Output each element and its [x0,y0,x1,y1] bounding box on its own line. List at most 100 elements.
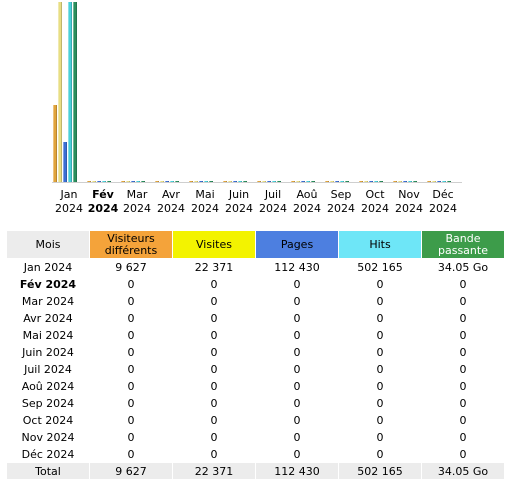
cell-pages: 0 [293,294,301,308]
table-row: Mai 2024 0 0 0 0 0 [7,327,504,343]
month-label: Jan 2024 [52,188,86,216]
bar-pages [267,181,271,182]
cell-bandwidth: 0 [459,430,467,444]
bar-visitors [121,181,125,182]
bar-bandwidth [141,181,145,182]
cell-bandwidth: 0 [459,277,467,291]
bar-bandwidth [379,181,383,182]
month-label-name: Nov [398,188,420,201]
month-label: Juil 2024 [256,188,290,216]
cell-hits: 0 [376,328,384,342]
table-row: Juil 2024 0 0 0 0 0 [7,361,504,377]
cell-hits: 0 [376,447,384,461]
bar-visitors [359,181,363,182]
cell-bandwidth: 0 [459,328,467,342]
cell-visitors: 0 [127,413,135,427]
bar-bandwidth [311,181,315,182]
month-label: Juin 2024 [222,188,256,216]
cell-month: Juil 2024 [24,362,72,376]
month-label-name: Déc [432,188,454,201]
cell-visits: 0 [210,294,218,308]
chart-baseline [52,182,462,183]
bar-pages [97,181,101,182]
cell-visitors: 0 [127,328,135,342]
bar-bandwidth [175,181,179,182]
bar-hits [102,181,106,182]
cell-pages: 0 [293,379,301,393]
cell-visits: 0 [210,311,218,325]
cell-visits: 0 [210,379,218,393]
bar-visitors [393,181,397,182]
month-label-name: Aoû [296,188,318,201]
month-label-year: 2024 [327,202,355,215]
bar-visitors [53,105,57,182]
cell-visits: 0 [210,328,218,342]
cell-hits: 0 [376,413,384,427]
cell-visitors: 0 [127,430,135,444]
table-row: Oct 2024 0 0 0 0 0 [7,412,504,428]
bar-hits [238,181,242,182]
cell-visits: 0 [210,447,218,461]
bar-visits [58,2,62,182]
month-label-year: 2024 [225,202,253,215]
table-row: Fév 2024 0 0 0 0 0 [7,276,504,292]
month-label-name: Mai [195,188,215,201]
bar-hits [136,181,140,182]
total-visitors: 9 627 [90,463,172,479]
bar-bandwidth [73,2,77,182]
cell-pages: 0 [293,430,301,444]
month-label: Déc 2024 [426,188,460,216]
cell-bandwidth: 0 [459,345,467,359]
total-hits: 502 165 [339,463,421,479]
monthly-stats-table: Mois Visiteurs différents Visites Pages … [6,230,505,480]
cell-bandwidth: 0 [459,396,467,410]
bar-bandwidth [413,181,417,182]
cell-pages: 0 [293,396,301,410]
cell-month: Nov 2024 [21,430,75,444]
bar-hits [408,181,412,182]
cell-visits: 22 371 [194,260,234,274]
cell-visitors: 0 [127,277,135,291]
month-label: Nov 2024 [392,188,426,216]
cell-month: Mai 2024 [22,328,74,342]
bar-hits [340,181,344,182]
month-label: Aoû 2024 [290,188,324,216]
bar-pages [233,181,237,182]
cell-pages: 0 [293,447,301,461]
bar-pages [199,181,203,182]
cell-month: Juin 2024 [22,345,74,359]
header-unique-visitors: Visiteurs différents [90,231,172,258]
month-label-year: 2024 [395,202,423,215]
bar-visits [160,181,164,182]
cell-visits: 0 [210,396,218,410]
bar-bandwidth [345,181,349,182]
cell-bandwidth: 0 [459,379,467,393]
cell-month: Mar 2024 [21,294,75,308]
cell-pages: 0 [293,328,301,342]
month-label: Sep 2024 [324,188,358,216]
header-visits: Visites [173,231,255,258]
cell-hits: 0 [376,345,384,359]
cell-hits: 0 [376,294,384,308]
monthly-history-chart: Jan 2024 Fév 2024 Mar 2024 Avr 2024 Mai 2024 Juin 2… [0,0,516,220]
cell-pages: 0 [293,277,301,291]
month-label-name: Juil [264,188,282,201]
bar-hits [170,181,174,182]
bar-bandwidth [277,181,281,182]
month-label-year: 2024 [259,202,287,215]
month-label: Mai 2024 [188,188,222,216]
bar-visits [194,181,198,182]
cell-visits: 0 [210,362,218,376]
table-total-row: Total 9 627 22 371 112 430 502 165 34.05… [7,463,504,479]
bar-visits [398,181,402,182]
total-bandwidth: 34.05 Go [422,463,504,479]
cell-pages: 112 430 [274,260,320,274]
cell-visits: 0 [210,413,218,427]
bar-visits [432,181,436,182]
month-label-year: 2024 [87,202,119,215]
month-label-year: 2024 [429,202,457,215]
bar-hits [272,181,276,182]
cell-hits: 502 165 [357,260,403,274]
bar-hits [374,181,378,182]
month-label-name: Juin [228,188,250,201]
